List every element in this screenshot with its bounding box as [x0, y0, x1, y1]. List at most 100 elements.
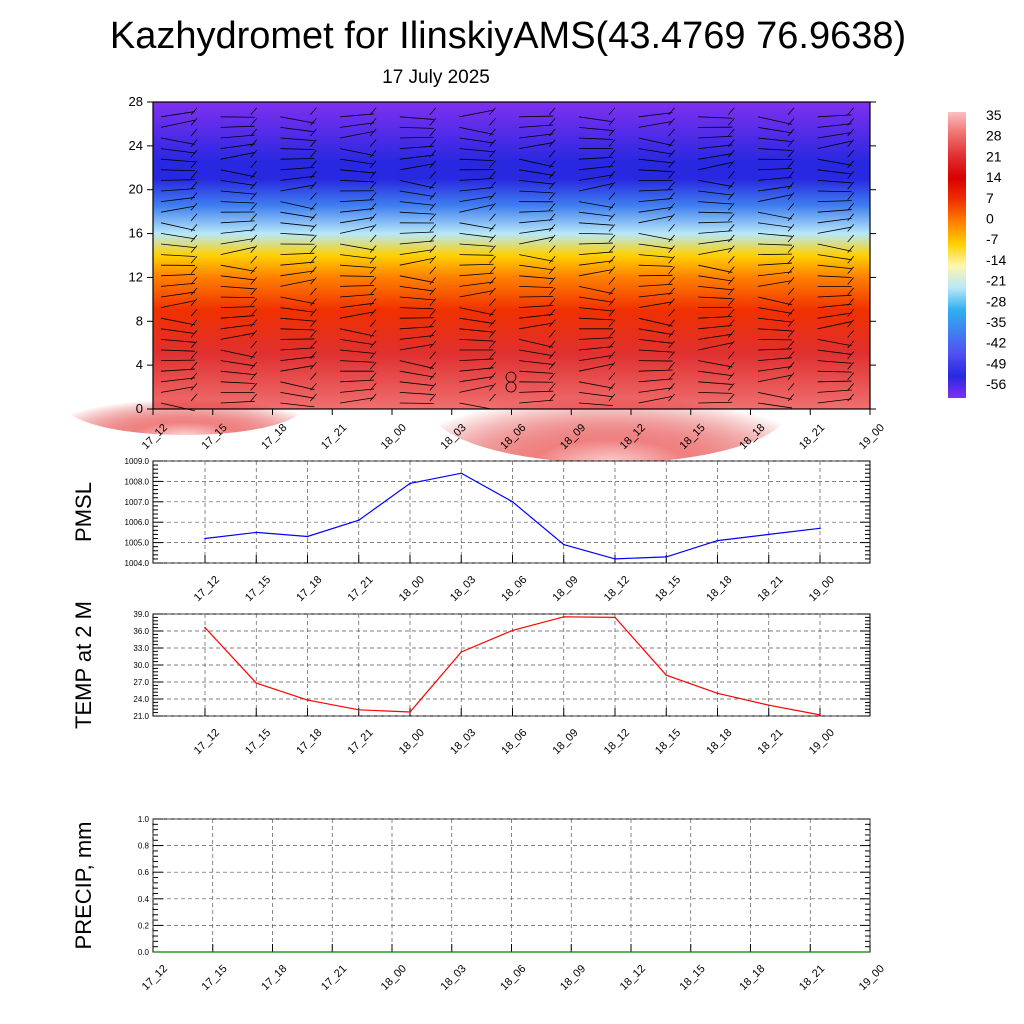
wind-barb — [817, 140, 852, 149]
wind-barb-flag — [190, 361, 198, 370]
precip-x-tick-label: 18_09 — [558, 963, 588, 993]
wind-barb — [638, 283, 673, 287]
wind-barb-flag — [727, 202, 735, 211]
wind-barb — [280, 148, 315, 150]
wind-barb-flag — [250, 128, 258, 137]
wind-barb-flag — [787, 319, 795, 328]
wind-barb-flag — [190, 383, 198, 391]
wind-barb-flag — [548, 372, 556, 381]
wind-barb — [459, 263, 494, 266]
wind-barb — [399, 370, 434, 378]
temp-2m-point — [819, 714, 821, 716]
pmsl-x-tick-label: 18_12 — [602, 574, 632, 604]
wind-barb-flag — [429, 181, 437, 190]
wind-barb-flag — [787, 245, 795, 253]
wind-barb-flag — [847, 107, 855, 116]
wind-barb-flag — [489, 118, 496, 126]
temp-2m-point — [460, 651, 463, 653]
temp-2m-point — [204, 626, 206, 629]
wind-barb — [698, 296, 733, 300]
wind-barb-flag — [250, 351, 258, 359]
wind-barb-flag — [369, 192, 377, 200]
wind-barb — [220, 134, 255, 139]
wind-barb — [220, 229, 255, 234]
wind-barb-flag — [847, 224, 855, 232]
precip-x-tick-label: 18_21 — [797, 963, 827, 993]
temp-2m-y-tick-label: 30.0 — [133, 661, 149, 670]
wind-barb-flag — [250, 319, 258, 328]
wind-barb-flag — [369, 361, 377, 370]
wind-barb — [160, 222, 196, 231]
wind-barb — [638, 254, 673, 258]
wind-barb-flag — [429, 383, 437, 391]
colorbar-label: 28 — [986, 128, 1002, 144]
wind-barb-flag — [608, 213, 616, 222]
wind-barb — [160, 111, 196, 118]
wind-barb-flag — [847, 351, 855, 359]
wind-barb — [817, 360, 852, 364]
wind-barb — [280, 307, 315, 313]
temp-2m-x-tick-label: 18_09 — [551, 727, 581, 757]
wind-barb-flag — [190, 160, 198, 169]
wind-barb — [698, 333, 733, 340]
wind-barb-flag — [668, 234, 675, 243]
wind-barb — [340, 275, 375, 277]
precip-x-tick-label: 17_12 — [140, 963, 170, 993]
wind-barb — [280, 261, 315, 266]
wind-barb-flag — [310, 308, 317, 317]
wind-barb-flag — [310, 245, 317, 253]
colorbar-label: 0 — [986, 211, 994, 227]
wind-barb — [698, 316, 733, 319]
cross-section-y-tick-label: 4 — [136, 357, 143, 372]
wind-barb — [817, 158, 852, 166]
wind-barb — [340, 349, 375, 354]
wind-barb — [578, 174, 613, 181]
wind-barb-flag — [668, 245, 675, 253]
wind-barb-flag — [608, 181, 616, 190]
wind-barb — [757, 357, 793, 361]
wind-barb-flag — [727, 139, 735, 147]
wind-barb — [459, 109, 494, 118]
wind-barb — [519, 190, 554, 194]
wind-barb-flag — [369, 308, 377, 317]
wind-barb-flag — [548, 308, 556, 317]
wind-barb-flag — [548, 107, 556, 116]
wind-barb-flag — [429, 202, 437, 211]
wind-barb-flag — [668, 255, 675, 264]
wind-barb-flag — [190, 245, 198, 253]
wind-barb — [817, 349, 852, 355]
wind-barb — [638, 198, 673, 202]
wind-barb — [160, 169, 196, 172]
wind-barb — [578, 381, 613, 389]
wind-barb — [280, 116, 315, 124]
wind-barb — [757, 374, 793, 383]
wind-barb-flag — [250, 171, 258, 179]
wind-barb-flag — [369, 171, 377, 179]
wind-barb — [757, 222, 793, 228]
wind-barb-flag — [310, 393, 317, 402]
wind-barb-flag — [787, 277, 795, 285]
wind-barb-flag — [190, 181, 198, 190]
wind-barb — [638, 264, 673, 267]
wind-barb — [757, 194, 793, 202]
wind-barb — [220, 370, 255, 375]
wind-barb-flag — [369, 149, 377, 158]
wind-barb — [399, 201, 434, 206]
wind-barb — [638, 169, 673, 173]
temp-2m-x-tick-label: 18_18 — [704, 727, 734, 757]
wind-barb-flag — [608, 171, 616, 179]
temp-2m-x-tick-label: 17_15 — [243, 727, 273, 757]
wind-barb-flag — [310, 361, 317, 370]
wind-barb-flag — [727, 393, 735, 402]
wind-barb-flag — [369, 213, 377, 222]
wind-barb-flag — [190, 202, 198, 211]
wind-barb — [698, 392, 733, 394]
wind-barb-flag — [250, 224, 258, 232]
wind-barb — [638, 387, 673, 393]
wind-barb — [578, 233, 613, 235]
wind-barb — [399, 127, 434, 129]
wind-barb — [519, 219, 554, 224]
wind-barb — [459, 243, 494, 247]
wind-barb — [638, 233, 673, 241]
wind-barb — [459, 233, 494, 238]
